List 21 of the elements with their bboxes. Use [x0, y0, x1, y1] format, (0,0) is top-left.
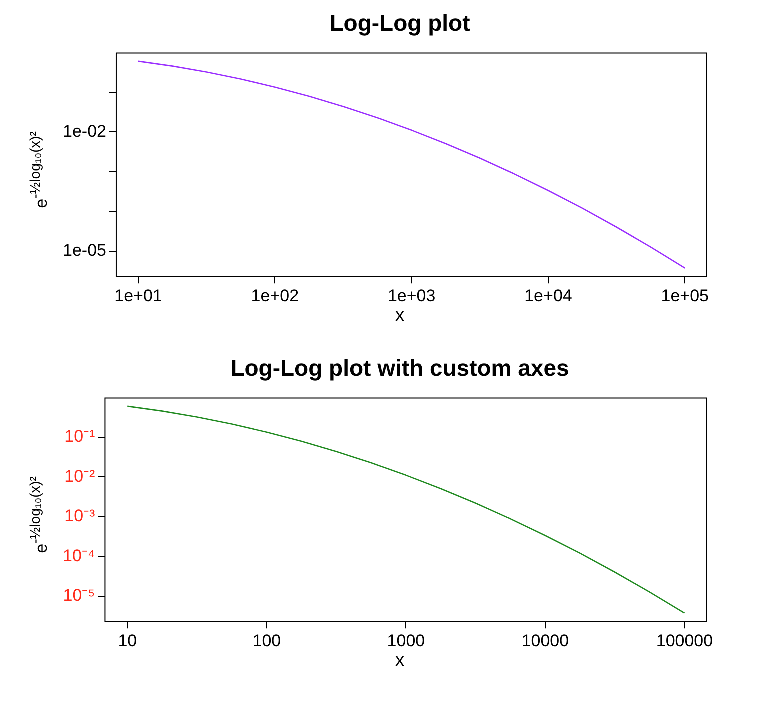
- chart-title: Log-Log plot: [328, 10, 472, 37]
- x-tick-label: 1e+03: [388, 286, 436, 306]
- x-tick-label: 1000: [387, 631, 426, 650]
- y-tick-label: 1e-02: [62, 122, 106, 141]
- x-tick-label: 1e+04: [524, 286, 572, 306]
- y-tick-label: 10⁻²: [64, 466, 96, 486]
- y-tick-label: 1e-05: [62, 240, 106, 260]
- x-tick-label: 1e+01: [114, 286, 162, 306]
- x-axis-title: x: [394, 650, 406, 671]
- y-tick-label: 10⁻¹: [64, 427, 96, 446]
- x-tick-label: 10: [118, 631, 138, 650]
- x-tick-label: 1e+02: [251, 286, 300, 306]
- x-tick-label: 100: [252, 631, 282, 650]
- x-axis-title: x: [394, 305, 406, 326]
- y-tick-label: 10⁻³: [64, 506, 96, 526]
- x-tick-label: 1e+05: [661, 286, 710, 306]
- chart-title: Log-Log plot with custom axes: [230, 355, 570, 382]
- y-tick-label: 10⁻⁴: [62, 546, 96, 566]
- y-tick-label: 10⁻⁵: [63, 586, 96, 605]
- x-tick-label: 100000: [656, 631, 714, 650]
- x-tick-label: 10000: [522, 631, 570, 650]
